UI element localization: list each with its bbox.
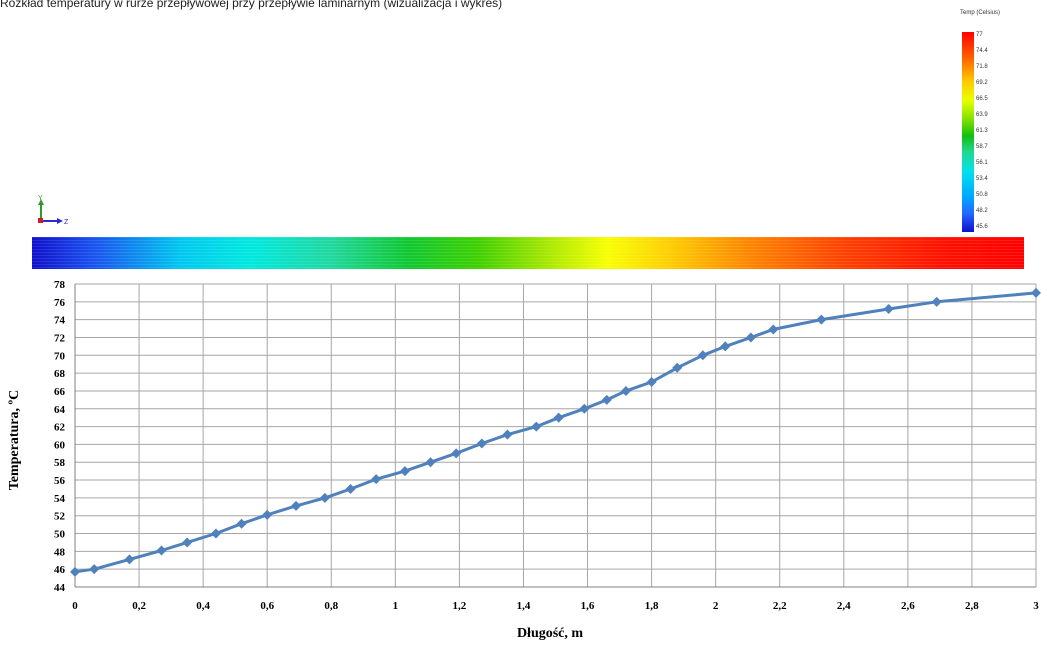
data-point-marker: [1031, 287, 1041, 298]
data-point-marker: [182, 537, 193, 548]
data-point-marker: [620, 385, 631, 396]
legend-tick: 77: [976, 32, 983, 38]
data-point-marker: [345, 483, 356, 494]
temperature-contour-strip: [32, 237, 1024, 269]
y-tick-label: 78: [54, 279, 66, 291]
legend-tick: 58.7: [976, 144, 988, 150]
legend-color-bar: [962, 32, 974, 232]
data-point-marker: [697, 350, 708, 361]
data-point-marker: [399, 466, 410, 477]
data-point-marker: [156, 545, 167, 556]
temperature-legend: Temp (Celsius) 77 74.4 71.8 69.2 66.5 63…: [956, 10, 1034, 232]
y-tick-label: 66: [54, 386, 66, 398]
data-point-marker: [601, 394, 612, 405]
origin-marker-icon: [38, 218, 43, 223]
y-tick-label: 76: [54, 297, 66, 309]
data-point-marker: [931, 296, 942, 307]
data-point-marker: [720, 341, 731, 352]
legend-tick: 50.8: [976, 192, 988, 198]
data-point-marker: [451, 448, 462, 459]
y-tick-label: 60: [54, 439, 66, 451]
y-tick-label: 52: [54, 511, 66, 523]
y-tick-label: 56: [54, 475, 66, 487]
triad-z-label: Z: [64, 219, 69, 226]
legend-tick: 69.2: [976, 80, 988, 86]
x-tick-label: 2,4: [837, 600, 851, 612]
legend-tick: 56.1: [976, 160, 988, 166]
x-tick-label: 0: [72, 600, 78, 612]
data-point-marker: [816, 314, 827, 325]
y-tick-label: 72: [54, 332, 66, 344]
x-tick-label: 2,2: [773, 600, 787, 612]
caption: Rozkład temperatury w rurze przepływowej…: [0, 0, 503, 10]
line-chart: 44 46 48 50 52 54 56 58 60 62 64 66 68 70 72 74 76 78 0 0,2…: [54, 279, 1041, 612]
data-point-marker: [672, 362, 683, 373]
legend-tick: 45.6: [976, 224, 988, 230]
y-tick-label: 54: [54, 493, 66, 505]
x-tick-label: 3: [1033, 600, 1039, 612]
y-tick-label: 44: [54, 582, 66, 594]
data-point-marker: [371, 474, 382, 485]
data-point-marker: [883, 303, 894, 314]
x-tick-label: 1,6: [581, 600, 595, 612]
x-tick-label: 1,8: [645, 600, 659, 612]
data-point-marker: [646, 377, 657, 388]
y-tick-label: 74: [54, 315, 66, 327]
x-tick-label: 2: [713, 600, 719, 612]
y-tick-label: 50: [54, 529, 66, 541]
axis-triad: Y Z: [38, 195, 69, 226]
y-tick-label: 46: [54, 564, 66, 576]
data-point-marker: [745, 332, 756, 343]
y-tick-label: 64: [54, 404, 66, 416]
legend-tick: 74.4: [976, 48, 988, 54]
y-arrowhead-icon: [38, 199, 44, 205]
data-point-marker: [262, 509, 273, 520]
legend-title: Temp (Celsius): [960, 10, 1001, 16]
legend-tick: 48.2: [976, 208, 988, 214]
data-point-marker: [89, 564, 100, 575]
data-point-marker: [553, 412, 564, 423]
x-axis-title: Długość, m: [516, 626, 584, 641]
data-point-marker: [210, 528, 221, 539]
triad-y-label: Y: [38, 195, 43, 202]
data-point-marker: [476, 438, 487, 449]
series-line: [74, 291, 1037, 574]
data-point-marker: [319, 492, 330, 503]
y-tick-label: 62: [54, 422, 66, 434]
legend-tick: 71.8: [976, 64, 988, 70]
x-tick-label: 1: [393, 600, 399, 612]
y-axis-title: Temperatura, ºC: [7, 389, 22, 491]
y-tick-label: 58: [54, 457, 66, 469]
data-point-marker: [70, 566, 80, 577]
x-tick-label: 2,8: [965, 600, 979, 612]
data-point-marker: [531, 421, 542, 432]
data-point-marker: [124, 554, 135, 565]
data-point-marker: [579, 403, 590, 414]
x-tick-label: 1,4: [517, 600, 531, 612]
legend-tick: 63.9: [976, 112, 988, 118]
data-point-marker: [502, 429, 513, 440]
data-point-marker: [425, 457, 436, 468]
z-arrowhead-icon: [57, 218, 63, 224]
contour-bands: [32, 237, 1024, 269]
y-tick-label: 48: [54, 546, 66, 558]
data-point-marker: [291, 500, 302, 511]
legend-tick: 53.4: [976, 176, 988, 182]
x-tick-label: 1,2: [453, 600, 467, 612]
x-tick-label: 0,8: [324, 600, 338, 612]
legend-tick: 66.5: [976, 96, 988, 102]
data-point-marker: [236, 518, 247, 529]
data-point-marker: [768, 324, 779, 335]
y-tick-label: 70: [54, 350, 66, 362]
x-tick-label: 0,6: [260, 600, 274, 612]
legend-tick: 61.3: [976, 128, 988, 134]
y-tick-label: 68: [54, 368, 66, 380]
x-tick-label: 0,2: [132, 600, 146, 612]
x-tick-label: 0,4: [196, 600, 210, 612]
x-tick-label: 2,6: [901, 600, 915, 612]
